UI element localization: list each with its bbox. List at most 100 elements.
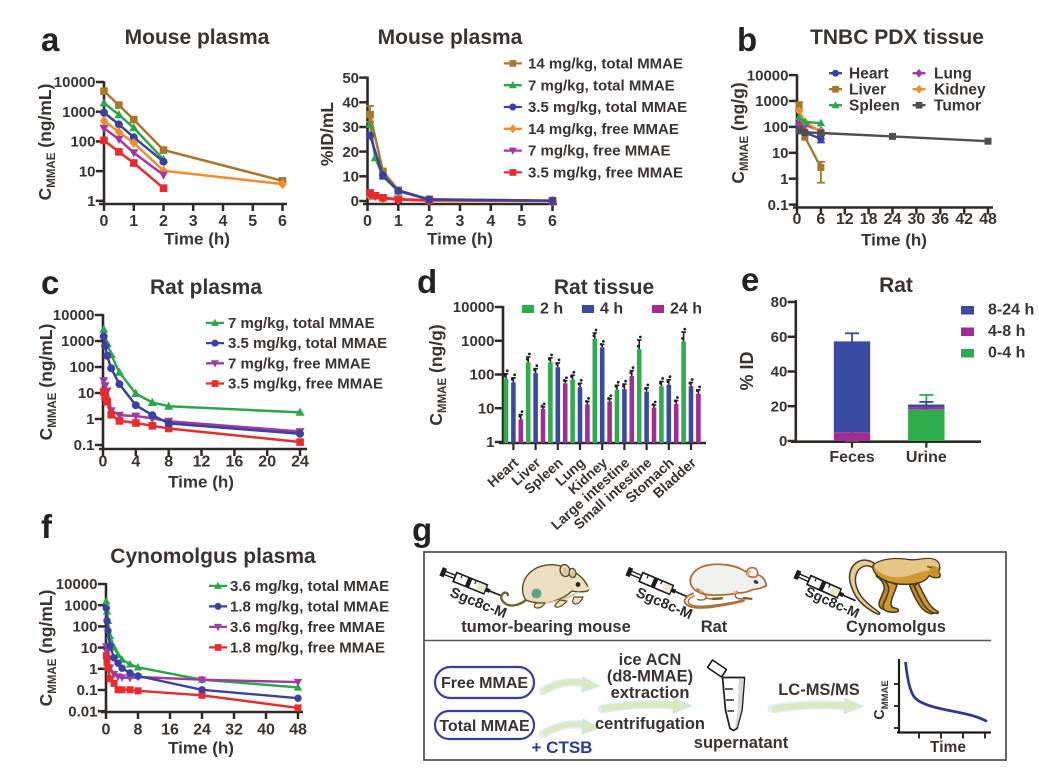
svg-text:1000: 1000 xyxy=(64,597,97,614)
svg-text:16: 16 xyxy=(225,454,243,471)
svg-text:24: 24 xyxy=(193,722,211,739)
svg-text:tumor-bearing mouse: tumor-bearing mouse xyxy=(461,618,631,636)
svg-text:32: 32 xyxy=(225,722,243,739)
svg-text:c: c xyxy=(41,264,59,301)
svg-text:5: 5 xyxy=(517,213,526,230)
svg-text:d: d xyxy=(417,263,437,300)
svg-text:10: 10 xyxy=(478,400,495,417)
svg-text:0: 0 xyxy=(351,193,359,210)
svg-text:6: 6 xyxy=(548,213,557,230)
svg-text:1: 1 xyxy=(89,661,97,678)
svg-text:1: 1 xyxy=(780,171,788,188)
svg-text:%ID/mL: %ID/mL xyxy=(317,102,337,166)
svg-text:36: 36 xyxy=(931,211,949,228)
svg-text:7 mg/kg, total MMAE: 7 mg/kg, total MMAE xyxy=(528,77,675,94)
svg-text:100: 100 xyxy=(69,359,94,376)
svg-text:3.5 mg/kg, free MMAE: 3.5 mg/kg, free MMAE xyxy=(528,165,683,182)
svg-text:0: 0 xyxy=(100,213,109,230)
svg-text:4: 4 xyxy=(486,213,495,230)
svg-text:42: 42 xyxy=(955,211,973,228)
svg-text:1.8 mg/kg, total MMAE: 1.8 mg/kg, total MMAE xyxy=(230,599,389,616)
svg-text:6: 6 xyxy=(816,211,825,228)
svg-text:10000: 10000 xyxy=(53,307,95,324)
svg-text:5: 5 xyxy=(248,213,257,230)
svg-text:0.1: 0.1 xyxy=(77,682,98,699)
svg-text:1: 1 xyxy=(87,193,95,210)
svg-text:3.5 mg/kg, free MMAE: 3.5 mg/kg, free MMAE xyxy=(228,376,383,393)
svg-text:12: 12 xyxy=(836,211,854,228)
svg-text:Tumor: Tumor xyxy=(934,98,981,115)
svg-text:8: 8 xyxy=(134,722,143,739)
svg-text:b: b xyxy=(737,21,757,58)
svg-text:Liver: Liver xyxy=(849,82,886,99)
svg-text:0: 0 xyxy=(99,454,108,471)
svg-text:Mouse plasma: Mouse plasma xyxy=(378,26,523,49)
svg-text:10: 10 xyxy=(772,145,789,162)
svg-text:24: 24 xyxy=(884,211,902,228)
svg-text:24 h: 24 h xyxy=(670,301,702,318)
svg-text:ice ACN: ice ACN xyxy=(619,651,682,669)
svg-text:0.1: 0.1 xyxy=(768,197,789,214)
svg-text:0-4 h: 0-4 h xyxy=(988,345,1025,362)
svg-text:CMMAE (ng/g): CMMAE (ng/g) xyxy=(426,324,449,425)
svg-text:1: 1 xyxy=(129,213,138,230)
svg-text:100: 100 xyxy=(72,619,97,636)
svg-text:3: 3 xyxy=(189,213,198,230)
svg-text:40: 40 xyxy=(257,722,275,739)
svg-text:Mouse plasma: Mouse plasma xyxy=(125,26,270,49)
svg-text:Kidney: Kidney xyxy=(934,82,986,99)
svg-text:a: a xyxy=(41,21,60,58)
svg-text:100: 100 xyxy=(469,367,494,384)
svg-text:Urine: Urine xyxy=(906,449,947,466)
svg-text:centrifugation: centrifugation xyxy=(595,715,705,733)
svg-text:10000: 10000 xyxy=(54,74,96,91)
svg-text:0.01: 0.01 xyxy=(68,703,97,720)
svg-text:1000: 1000 xyxy=(755,93,788,110)
svg-text:Cynomolgus plasma: Cynomolgus plasma xyxy=(110,545,316,568)
svg-text:Feces: Feces xyxy=(829,449,874,466)
svg-text:Rat tissue: Rat tissue xyxy=(554,276,654,299)
svg-text:Time (h): Time (h) xyxy=(164,230,230,249)
svg-text:8: 8 xyxy=(164,454,173,471)
svg-text:10: 10 xyxy=(342,169,359,186)
svg-text:supernatant: supernatant xyxy=(694,734,789,752)
svg-text:40: 40 xyxy=(342,94,359,111)
svg-text:12: 12 xyxy=(193,454,211,471)
svg-text:1: 1 xyxy=(86,411,94,428)
svg-text:TNBC PDX tissue: TNBC PDX tissue xyxy=(810,26,984,49)
svg-text:+ CTSB: + CTSB xyxy=(532,738,593,757)
svg-text:2 h: 2 h xyxy=(540,301,563,318)
svg-text:20: 20 xyxy=(771,398,788,415)
svg-text:Spleen: Spleen xyxy=(849,98,900,115)
svg-text:0: 0 xyxy=(779,433,787,450)
svg-text:e: e xyxy=(741,261,759,298)
svg-text:1.8 mg/kg, free MMAE: 1.8 mg/kg, free MMAE xyxy=(230,640,385,657)
svg-text:Lung: Lung xyxy=(934,66,972,83)
svg-text:3.5 mg/kg, total MMAE: 3.5 mg/kg, total MMAE xyxy=(528,99,687,116)
svg-text:48: 48 xyxy=(289,722,307,739)
svg-text:g: g xyxy=(412,511,432,548)
svg-text:extraction: extraction xyxy=(611,684,690,702)
svg-text:4-8 h: 4-8 h xyxy=(988,323,1025,340)
svg-text:Cynomolgus: Cynomolgus xyxy=(846,618,946,636)
svg-text:1000: 1000 xyxy=(62,104,95,121)
svg-text:18: 18 xyxy=(860,211,878,228)
svg-text:10000: 10000 xyxy=(747,67,789,84)
svg-text:Time: Time xyxy=(930,739,966,756)
svg-text:(d8-MMAE): (d8-MMAE) xyxy=(607,668,693,686)
svg-text:Heart: Heart xyxy=(849,66,889,83)
svg-text:2: 2 xyxy=(425,213,434,230)
svg-text:80: 80 xyxy=(771,294,788,311)
svg-text:10: 10 xyxy=(78,385,95,402)
svg-text:4: 4 xyxy=(219,213,228,230)
svg-text:8-24 h: 8-24 h xyxy=(988,302,1034,319)
svg-text:1000: 1000 xyxy=(461,333,494,350)
svg-text:0: 0 xyxy=(793,211,802,228)
svg-text:3.6 mg/kg, total MMAE: 3.6 mg/kg, total MMAE xyxy=(230,578,389,595)
svg-text:7 mg/kg, total MMAE: 7 mg/kg, total MMAE xyxy=(228,315,375,332)
svg-text:0: 0 xyxy=(102,722,111,739)
svg-text:2: 2 xyxy=(159,213,168,230)
svg-text:30: 30 xyxy=(908,211,926,228)
svg-text:30: 30 xyxy=(342,119,359,136)
svg-text:Rat: Rat xyxy=(701,618,728,636)
